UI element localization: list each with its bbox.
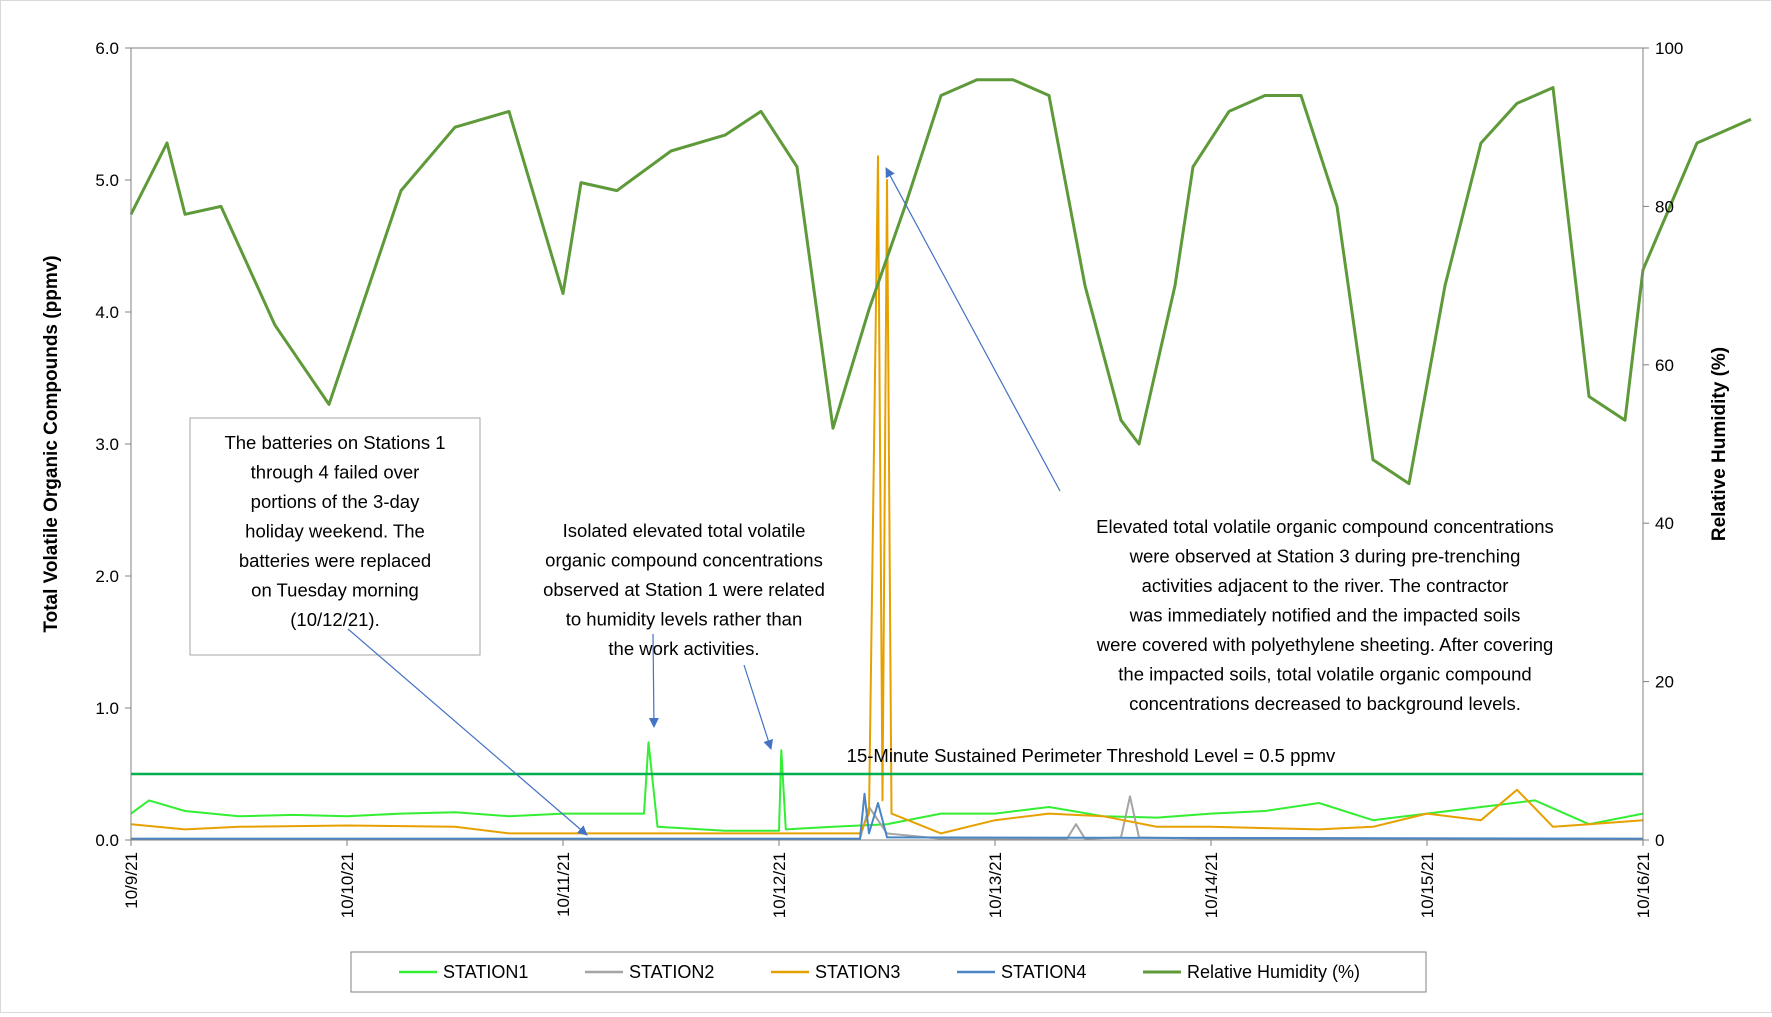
left-axis-tick-label: 3.0 xyxy=(95,435,119,454)
station3-note-line: were observed at Station 3 during pre-tr… xyxy=(1129,546,1521,567)
x-axis-tick-label: 10/9/21 xyxy=(122,852,141,909)
station3-note-line: the impacted soils, total volatile organ… xyxy=(1118,664,1531,685)
legend-box xyxy=(350,951,1427,993)
annotation-layer: The batteries on Stations 1 through 4 fai… xyxy=(189,167,1554,836)
battery-note-line: The batteries on Stations 1 xyxy=(224,432,445,453)
station3-note-line: concentrations decreased to background l… xyxy=(1129,693,1521,714)
right-axis-title: Relative Humidity (%) xyxy=(1709,347,1730,541)
series-layer xyxy=(129,78,1752,840)
right-axis-tick-label: 100 xyxy=(1655,39,1683,58)
legend-label-5: Relative Humidity (%) xyxy=(1187,962,1360,982)
battery-note-line: batteries were replaced xyxy=(239,550,431,571)
threshold-layer: 15-Minute Sustained Perimeter Threshold … xyxy=(131,745,1643,776)
x-axis-tick-label: 10/15/21 xyxy=(1418,852,1437,918)
right-axis-tick-label: 40 xyxy=(1655,514,1674,533)
x-axis-tick-label: 10/10/21 xyxy=(338,852,357,918)
left-axis-tick-label: 4.0 xyxy=(95,303,119,322)
station3-note-line: was immediately notified and the impacte… xyxy=(1129,605,1521,626)
legend-label-2: STATION2 xyxy=(629,962,714,982)
left-axis-tick-label: 5.0 xyxy=(95,171,119,190)
series-line-5 xyxy=(129,78,1752,486)
station1-note-line: the work activities. xyxy=(608,638,759,659)
station1-note-line: observed at Station 1 were related xyxy=(543,579,825,600)
battery-note-line: through 4 failed over xyxy=(251,462,420,483)
x-axis-tick-label: 10/16/21 xyxy=(1634,852,1653,918)
battery-note-line: on Tuesday morning xyxy=(251,580,419,601)
left-axis-title: Total Volatile Organic Compounds (ppmv) xyxy=(41,255,62,632)
callout-arrow xyxy=(885,167,1061,492)
right-axis-tick-label: 0 xyxy=(1655,831,1664,850)
station3-note-line: were covered with polyethylene sheeting.… xyxy=(1096,634,1554,655)
station1-note-line: Isolated elevated total volatile xyxy=(563,520,806,541)
left-axis-tick-label: 1.0 xyxy=(95,699,119,718)
series-line-4 xyxy=(131,792,1644,840)
x-axis-tick-label: 10/11/21 xyxy=(554,852,573,917)
legend-label-1: STATION1 xyxy=(443,962,528,982)
battery-note-line: (10/12/21). xyxy=(290,609,379,630)
threshold-label: 15-Minute Sustained Perimeter Threshold … xyxy=(847,745,1336,766)
right-axis-tick-label: 80 xyxy=(1655,197,1674,216)
x-axis-tick-label: 10/12/21 xyxy=(770,852,789,918)
legend-label-4: STATION4 xyxy=(1001,962,1086,982)
station3-note-line: activities adjacent to the river. The co… xyxy=(1142,575,1509,596)
series-line-1 xyxy=(130,741,1644,832)
callout-arrow xyxy=(743,664,774,750)
battery-note-box xyxy=(189,417,481,656)
axes-layer: 0.0 1.0 2.0 3.0 4.0 5.0 6.0 Total Volatile Orga… xyxy=(41,39,1730,918)
legend-label-3: STATION3 xyxy=(815,962,900,982)
series-line-2 xyxy=(131,795,1643,840)
left-axis-tick-label: 0.0 xyxy=(95,831,119,850)
station1-note-line: organic compound concentrations xyxy=(545,550,823,571)
right-axis-tick-label: 20 xyxy=(1655,673,1674,692)
series-line-3 xyxy=(130,155,1644,835)
station3-note-line: Elevated total volatile organic compound… xyxy=(1096,516,1554,537)
x-axis-tick-label: 10/13/21 xyxy=(986,852,1005,918)
callout-arrow xyxy=(347,628,588,836)
x-axis-tick-label: 10/14/21 xyxy=(1202,852,1221,918)
left-axis-tick-label: 2.0 xyxy=(95,567,119,586)
left-axis-tick-label: 6.0 xyxy=(95,39,119,58)
battery-note-line: portions of the 3-day xyxy=(251,491,420,512)
station1-note-line: to humidity levels rather than xyxy=(566,609,803,630)
legend: STATION1 STATION2 STATION3 STATION4 Relative… xyxy=(350,951,1427,993)
callout-arrow xyxy=(648,633,659,728)
right-axis-tick-label: 60 xyxy=(1655,356,1674,375)
battery-note-line: holiday weekend. The xyxy=(245,521,425,542)
